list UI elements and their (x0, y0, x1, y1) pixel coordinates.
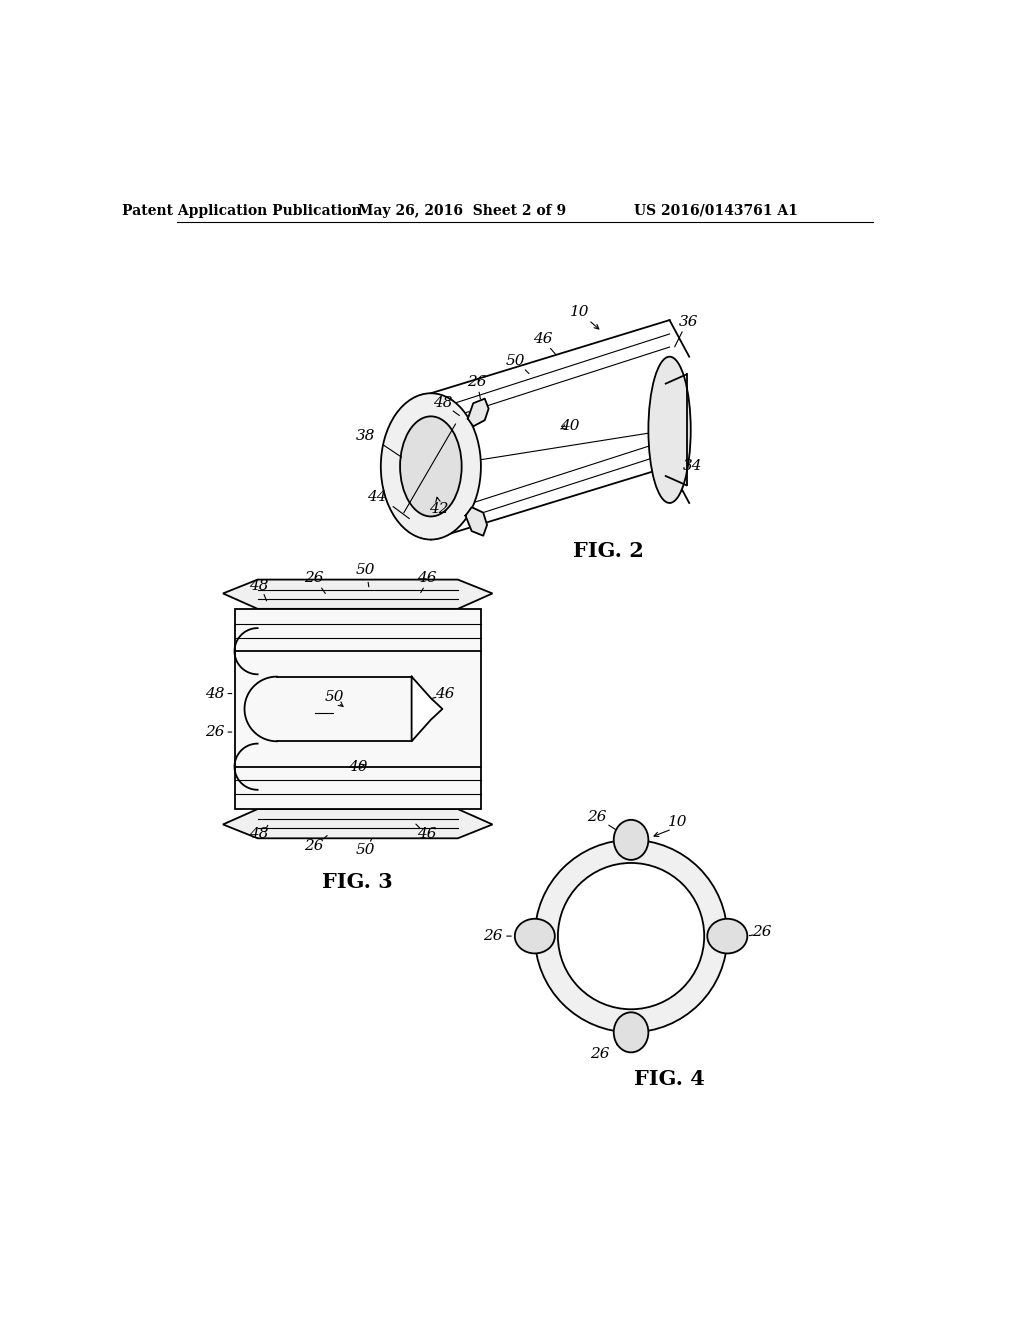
Ellipse shape (613, 1012, 648, 1052)
Ellipse shape (613, 820, 648, 859)
Text: 26: 26 (206, 725, 225, 739)
Text: 26: 26 (304, 572, 324, 585)
Text: 40: 40 (560, 420, 580, 433)
Ellipse shape (515, 919, 555, 953)
Ellipse shape (400, 416, 462, 516)
Text: 48: 48 (206, 686, 225, 701)
Ellipse shape (535, 840, 727, 1032)
Text: 46: 46 (417, 572, 437, 585)
Text: 50: 50 (325, 690, 344, 705)
Text: 50: 50 (506, 354, 525, 368)
Text: 26: 26 (304, 840, 324, 853)
Text: 36: 36 (679, 314, 698, 329)
Text: May 26, 2016  Sheet 2 of 9: May 26, 2016 Sheet 2 of 9 (357, 203, 565, 218)
Text: 48: 48 (250, 828, 269, 841)
Ellipse shape (381, 393, 481, 540)
Text: 38: 38 (355, 429, 375, 442)
Text: 26: 26 (482, 929, 502, 942)
Text: FIG. 3: FIG. 3 (323, 873, 393, 892)
Text: 26: 26 (753, 925, 772, 940)
Text: 10: 10 (569, 305, 589, 319)
Polygon shape (223, 579, 493, 609)
Text: 46: 46 (417, 828, 437, 841)
Text: FIG. 2: FIG. 2 (572, 541, 643, 561)
Text: Patent Application Publication: Patent Application Publication (123, 203, 362, 218)
Text: 26: 26 (587, 809, 606, 824)
Polygon shape (468, 399, 488, 426)
Text: 42: 42 (429, 502, 449, 516)
Text: 50: 50 (355, 564, 375, 577)
Polygon shape (466, 507, 487, 536)
Ellipse shape (648, 356, 691, 503)
Text: 10: 10 (668, 816, 687, 829)
Ellipse shape (708, 919, 748, 953)
Text: 44: 44 (368, 490, 387, 504)
Text: 40: 40 (348, 760, 368, 774)
Text: 48: 48 (433, 396, 453, 411)
Text: US 2016/0143761 A1: US 2016/0143761 A1 (634, 203, 798, 218)
Text: 48: 48 (250, 578, 269, 593)
Text: 46: 46 (532, 333, 552, 346)
Text: 26: 26 (591, 1047, 610, 1061)
Polygon shape (223, 809, 493, 838)
Text: 26: 26 (467, 375, 486, 388)
Ellipse shape (558, 863, 705, 1010)
Text: 34: 34 (683, 459, 702, 474)
Text: FIG. 4: FIG. 4 (634, 1069, 705, 1089)
Text: 50: 50 (355, 843, 375, 857)
Text: 46: 46 (435, 686, 455, 701)
Bar (234, 609, 481, 809)
Polygon shape (412, 677, 442, 742)
